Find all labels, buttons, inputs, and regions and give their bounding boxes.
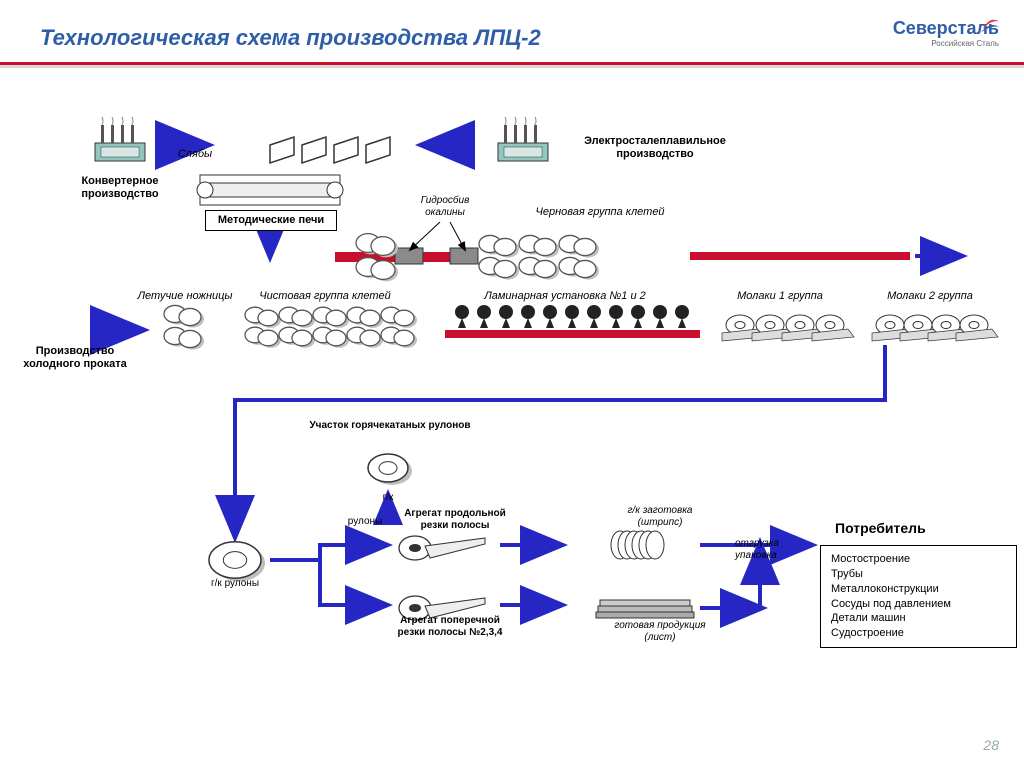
brand-logo: Северсталь Российская Сталь bbox=[893, 18, 999, 48]
label-cold-roll: Производство холодного проката bbox=[15, 345, 135, 370]
label-laminar: Ламинарная установка №1 и 2 bbox=[455, 290, 675, 303]
label-flying-shears: Летучие ножницы bbox=[125, 290, 245, 303]
label-slabs: Слябы bbox=[165, 148, 225, 161]
logo-subtext: Российская Сталь bbox=[893, 39, 999, 48]
page-title: Технологическая схема производства ЛПЦ-2 bbox=[40, 25, 541, 51]
label-rough-stand: Черновая группа клетей bbox=[520, 206, 680, 219]
label-coiler1: Молаки 1 группа bbox=[720, 290, 840, 303]
header-rule bbox=[0, 62, 1024, 68]
label-hr-section: Участок горячекатаных рулонов bbox=[305, 420, 475, 432]
label-converter: Конвертерное производство bbox=[60, 175, 180, 200]
label-finish-stand: Чистовая группа клетей bbox=[245, 290, 405, 303]
consumer-title: Потребитель bbox=[835, 520, 926, 536]
label-hydro: Гидросбив окалины bbox=[405, 195, 485, 218]
label-ship: отгрузка упаковка bbox=[735, 538, 815, 561]
label-strip: г/к заготовка (штрипс) bbox=[605, 505, 715, 528]
label-gk-rolls: г/к рулоны bbox=[195, 578, 275, 590]
label-furnace-box: Методические печи bbox=[205, 210, 337, 231]
logo-swoosh-icon bbox=[981, 16, 999, 34]
label-gk1: г/к bbox=[368, 492, 408, 504]
diagram-canvas bbox=[0, 0, 1024, 768]
label-electro: Электросталеплавильное производство bbox=[545, 135, 765, 160]
label-crosscut: Агрегат поперечной резки полосы №2,3,4 bbox=[395, 615, 505, 638]
label-slitting: Агрегат продольной резки полосы bbox=[400, 508, 510, 531]
label-coiler2: Молаки 2 группа bbox=[870, 290, 990, 303]
label-sheet: готовая продукция (лист) bbox=[605, 620, 715, 643]
page-number: 28 bbox=[983, 737, 999, 753]
consumer-box: МостостроениеТрубыМеталлоконструкцииСосу… bbox=[820, 545, 1017, 648]
label-rolls2: рулоны bbox=[340, 516, 390, 528]
